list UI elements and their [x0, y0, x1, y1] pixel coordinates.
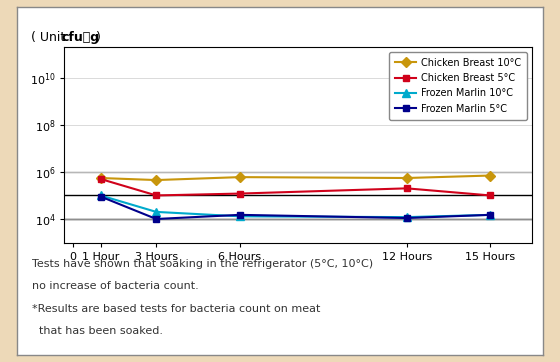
Frozen Marlin 10°C	[403, 215, 410, 219]
Chicken Breast 10°C	[403, 176, 410, 180]
Frozen Marlin 5°C	[403, 216, 410, 220]
Chicken Breast 10°C	[236, 175, 243, 179]
Frozen Marlin 10°C	[487, 212, 493, 217]
Chicken Breast 10°C	[153, 178, 160, 182]
Chicken Breast 5°C	[236, 191, 243, 196]
Frozen Marlin 5°C	[487, 212, 493, 217]
Chicken Breast 5°C	[403, 186, 410, 190]
Text: cfu／g: cfu／g	[61, 31, 99, 44]
Frozen Marlin 10°C	[153, 210, 160, 214]
Frozen Marlin 10°C	[97, 193, 104, 198]
Frozen Marlin 10°C	[236, 214, 243, 219]
Line: Frozen Marlin 10°C: Frozen Marlin 10°C	[96, 191, 494, 221]
Line: Frozen Marlin 5°C: Frozen Marlin 5°C	[97, 193, 494, 223]
Text: that has been soaked.: that has been soaked.	[32, 326, 164, 336]
Chicken Breast 5°C	[153, 193, 160, 198]
Chicken Breast 10°C	[487, 173, 493, 178]
Frozen Marlin 5°C	[153, 217, 160, 221]
Text: no increase of bacteria count.: no increase of bacteria count.	[32, 281, 199, 291]
Line: Chicken Breast 5°C: Chicken Breast 5°C	[97, 176, 494, 199]
Chicken Breast 10°C	[97, 176, 104, 180]
Line: Chicken Breast 10°C: Chicken Breast 10°C	[97, 172, 494, 184]
Text: *Results are based tests for bacteria count on meat: *Results are based tests for bacteria co…	[32, 304, 321, 314]
Chicken Breast 5°C	[487, 193, 493, 198]
Text: Tests have shown that soaking in the refrigerator (5°C, 10°C): Tests have shown that soaking in the ref…	[32, 259, 374, 269]
Frozen Marlin 5°C	[97, 194, 104, 199]
Frozen Marlin 5°C	[236, 212, 243, 217]
Text: ): )	[96, 31, 101, 44]
Legend: Chicken Breast 10°C, Chicken Breast 5°C, Frozen Marlin 10°C, Frozen Marlin 5°C: Chicken Breast 10°C, Chicken Breast 5°C,…	[389, 52, 527, 119]
Chicken Breast 5°C	[97, 177, 104, 181]
Text: ( Unit :: ( Unit :	[31, 31, 77, 44]
